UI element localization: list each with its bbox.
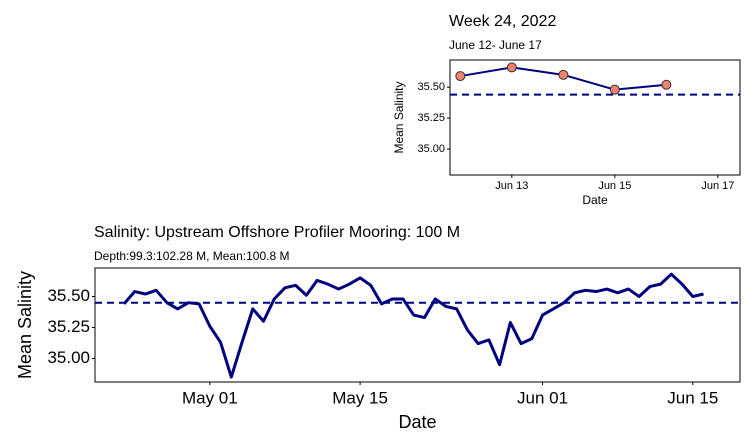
chart-title: Salinity: Upstream Offshore Profiler Moo… <box>94 224 460 241</box>
y-tick-label: 35.50 <box>47 286 90 305</box>
y-tick-label: 35.00 <box>47 348 90 367</box>
x-tick-label: Jun 13 <box>495 180 528 192</box>
point <box>506 62 517 73</box>
x-tick-label: Jun 17 <box>701 180 734 192</box>
x-tick-label: Jun 15 <box>667 388 718 407</box>
chart-title: Week 24, 2022 <box>449 13 556 30</box>
y-tick-label: 35.50 <box>417 81 445 93</box>
y-tick-label: 35.25 <box>417 112 445 124</box>
point <box>609 84 620 95</box>
x-axis-label: Date <box>398 412 436 432</box>
chart-subtitle: June 12- June 17 <box>449 38 542 52</box>
x-tick-label: May 01 <box>182 388 238 407</box>
y-axis-label: Mean Salinity <box>392 81 406 153</box>
plot-frame <box>449 59 741 176</box>
y-axis-label: Mean Salinity <box>15 271 35 379</box>
x-tick-label: Jun 01 <box>517 388 568 407</box>
x-tick-label: Jun 15 <box>598 180 631 192</box>
series-line <box>122 272 704 379</box>
point <box>558 69 569 80</box>
point <box>455 71 466 82</box>
x-tick-label: May 15 <box>332 388 388 407</box>
plot-frame <box>94 267 741 383</box>
chart-subtitle: Depth:99.3:102.28 M, Mean:100.8 M <box>94 249 289 263</box>
y-tick-label: 35.00 <box>417 143 445 155</box>
y-tick-label: 35.25 <box>47 317 90 336</box>
x-axis-label: Date <box>582 193 608 207</box>
point <box>661 79 672 90</box>
